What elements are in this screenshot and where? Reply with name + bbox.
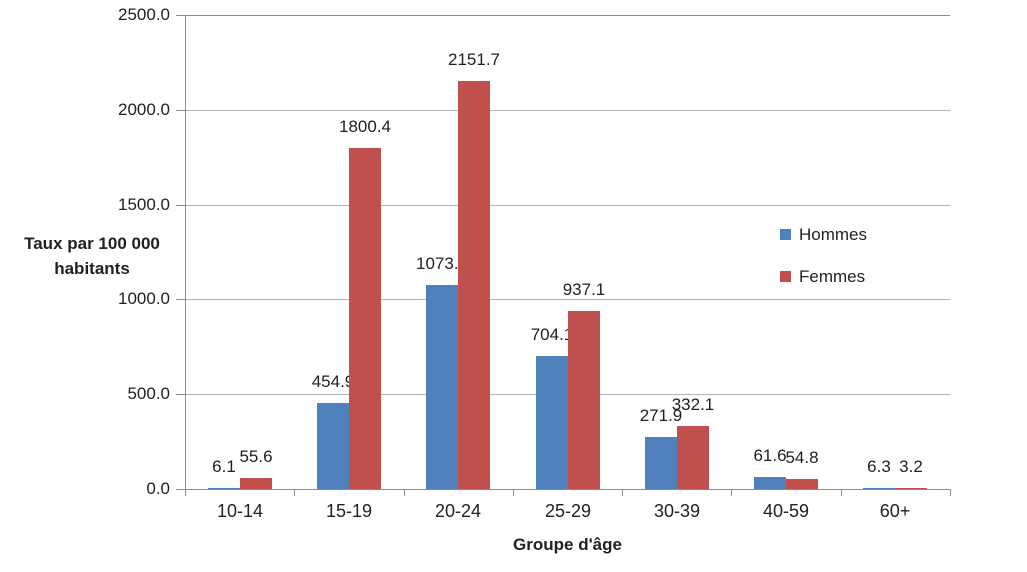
y-tick-label: 1000.0 — [118, 289, 170, 308]
y-tick-mark — [176, 299, 185, 300]
category-label-60+: 60+ — [879, 501, 911, 521]
y-tick-mark — [176, 205, 185, 206]
bar-hommes-20-24 — [426, 285, 458, 489]
x-axis-title: Groupe d'âge — [513, 535, 622, 554]
legend-swatch-hommes — [780, 229, 791, 240]
category-label-25-29: 25-29 — [544, 501, 592, 521]
bar-hommes-10-14 — [208, 488, 240, 489]
x-tick-mark — [950, 489, 951, 496]
y-tick-mark — [176, 489, 185, 490]
category-label-30-39: 30-39 — [653, 501, 701, 521]
y-tick-label: 2000.0 — [118, 100, 170, 119]
bar-hommes-25-29 — [536, 356, 568, 489]
value-label-hommes-40-59: 61.6 — [753, 446, 787, 465]
bar-femmes-25-29 — [568, 311, 600, 489]
bar-hommes-40-59 — [754, 477, 786, 489]
x-axis-line — [185, 489, 951, 490]
bar-femmes-10-14 — [240, 478, 272, 489]
y-axis-title: Taux par 100 000 habitants — [8, 231, 176, 281]
y-tick-label: 1500.0 — [118, 195, 170, 214]
y-tick-label: 500.0 — [127, 384, 170, 403]
gridline — [185, 110, 950, 111]
y-tick-mark — [176, 15, 185, 16]
value-label-hommes-30-39: 271.9 — [639, 406, 683, 425]
legend-entry-femmes: Femmes — [780, 268, 867, 285]
bar-femmes-40-59 — [786, 479, 818, 489]
bar-femmes-60+ — [895, 488, 927, 489]
y-axis-line — [185, 15, 186, 490]
x-tick-mark — [185, 489, 186, 496]
y-tick-mark — [176, 394, 185, 395]
category-label-40-59: 40-59 — [762, 501, 810, 521]
gridline — [185, 299, 950, 300]
legend-label-hommes: Hommes — [799, 225, 868, 244]
x-tick-mark — [294, 489, 295, 496]
value-label-femmes-10-14: 55.6 — [239, 447, 273, 466]
x-tick-mark — [513, 489, 514, 496]
y-axis-title-line2: habitants — [54, 259, 130, 278]
value-label-femmes-15-19: 1800.4 — [339, 117, 391, 136]
value-label-femmes-30-39: 332.1 — [671, 395, 715, 414]
legend-swatch-femmes — [780, 271, 791, 282]
value-label-femmes-20-24: 2151.7 — [448, 50, 500, 69]
x-tick-mark — [731, 489, 732, 496]
y-tick-label: 2500.0 — [118, 5, 170, 24]
legend-entry-hommes: Hommes — [780, 226, 867, 243]
category-label-10-14: 10-14 — [216, 501, 264, 521]
bar-hommes-60+ — [863, 488, 895, 489]
category-label-15-19: 15-19 — [325, 501, 373, 521]
value-label-femmes-60+: 3.2 — [899, 457, 923, 476]
bar-femmes-30-39 — [677, 426, 709, 489]
bar-femmes-15-19 — [349, 148, 381, 489]
gridline — [185, 15, 950, 16]
legend-label-femmes: Femmes — [799, 267, 866, 286]
y-tick-label: 0.0 — [146, 479, 170, 498]
y-tick-mark — [176, 110, 185, 111]
x-tick-mark — [404, 489, 405, 496]
category-label-20-24: 20-24 — [434, 501, 482, 521]
legend: Hommes Femmes — [780, 226, 867, 310]
value-label-hommes-60+: 6.3 — [867, 457, 891, 476]
value-label-femmes-25-29: 937.1 — [562, 280, 606, 299]
bar-hommes-15-19 — [317, 403, 349, 489]
bar-hommes-30-39 — [645, 437, 677, 489]
x-tick-mark — [622, 489, 623, 496]
bar-femmes-20-24 — [458, 81, 490, 489]
value-label-hommes-10-14: 6.1 — [212, 457, 236, 476]
x-tick-mark — [841, 489, 842, 496]
value-label-femmes-40-59: 54.8 — [785, 448, 819, 467]
gridline — [185, 205, 950, 206]
y-axis-title-line1: Taux par 100 000 — [24, 234, 160, 253]
